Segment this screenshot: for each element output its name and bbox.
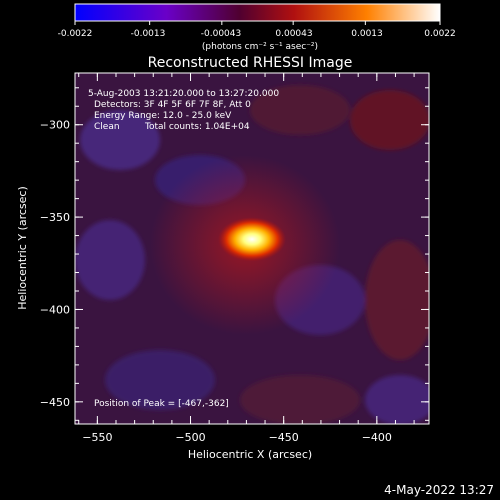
colorbar bbox=[74, 3, 441, 22]
colorbar-tick-label-5: 0.0022 bbox=[424, 29, 456, 39]
annotation-peak-position: Position of Peak = [-467,-362] bbox=[94, 399, 229, 409]
x-tick-label-1: −500 bbox=[175, 431, 205, 444]
footer-date: 4-May-2022 13:27 bbox=[384, 483, 494, 497]
x-axis-ticks: −550 −500 −450 −400 bbox=[78, 73, 415, 444]
peak-source bbox=[218, 217, 286, 262]
x-tick-label-0: −550 bbox=[82, 431, 112, 444]
x-axis-label: Heliocentric X (arcsec) bbox=[188, 448, 312, 461]
annotation-time-range: 5-Aug-2003 13:21:20.000 to 13:27:20.000 bbox=[88, 89, 279, 99]
plot-frame bbox=[74, 72, 430, 425]
annotation-method: Clean bbox=[94, 122, 120, 132]
annotation-counts: Total counts: 1.04E+04 bbox=[144, 122, 250, 132]
x-tick-label-3: −400 bbox=[362, 431, 392, 444]
y-tick-label-0: −300 bbox=[40, 119, 70, 132]
y-tick-label-1: −350 bbox=[40, 211, 70, 224]
colorbar-tick-label-1: -0.0013 bbox=[131, 29, 166, 39]
y-tick-label-3: −450 bbox=[40, 396, 70, 409]
annotation-energy: Energy Range: 12.0 - 25.0 keV bbox=[94, 111, 232, 121]
y-tick-label-2: −400 bbox=[40, 303, 70, 316]
colorbar-tick-label-3: 0.00043 bbox=[275, 29, 312, 39]
colorbar-unit-label: (photons cm⁻² s⁻¹ asec⁻²) bbox=[202, 42, 318, 52]
colorbar-tick-label-4: 0.0013 bbox=[351, 29, 383, 39]
annotation-detectors: Detectors: 3F 4F 5F 6F 7F 8F, Att 0 bbox=[94, 100, 251, 110]
colorbar-tick-label-0: -0.0022 bbox=[58, 29, 93, 39]
colorbar-tick-label-2: -0.00043 bbox=[201, 29, 241, 39]
heatmap-image bbox=[75, 73, 429, 424]
y-axis-ticks: −300 −350 −400 −450 bbox=[40, 87, 429, 421]
x-tick-label-2: −450 bbox=[269, 431, 299, 444]
colorbar-ticks bbox=[74, 21, 441, 25]
chart-title: Reconstructed RHESSI Image bbox=[148, 55, 353, 71]
y-axis-label: Heliocentric Y (arcsec) bbox=[16, 186, 29, 310]
